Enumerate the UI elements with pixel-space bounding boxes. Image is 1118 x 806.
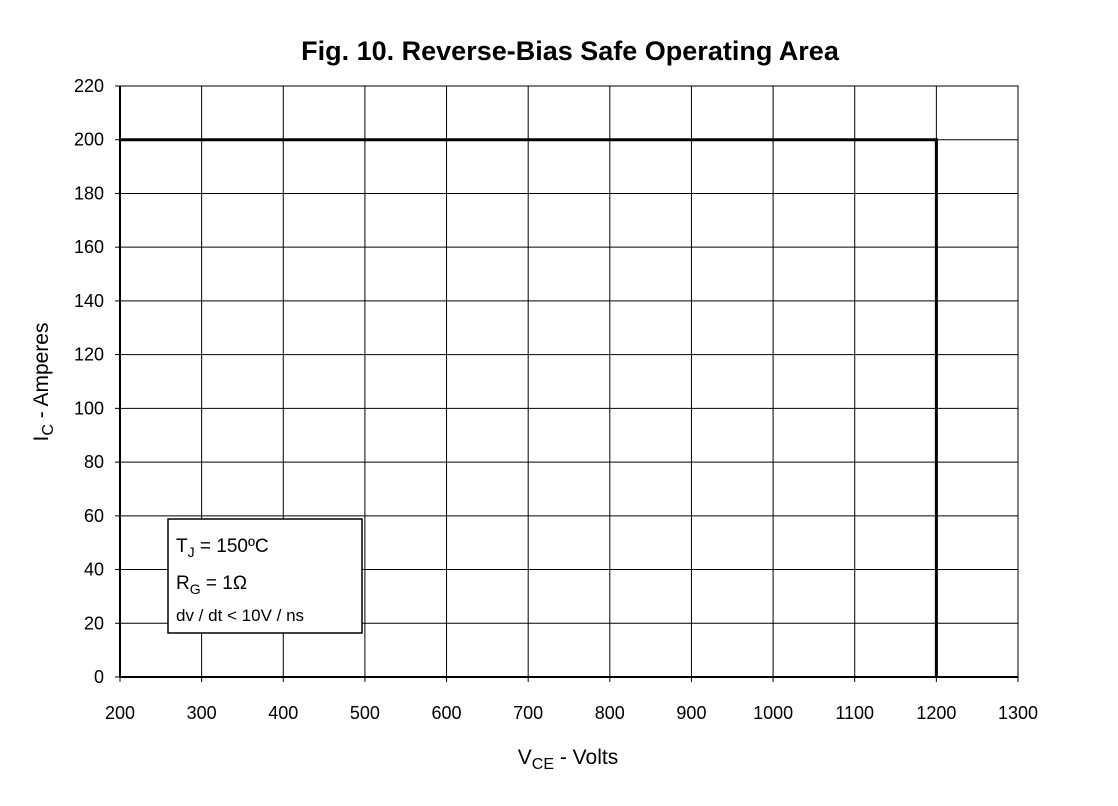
x-tick-label: 1100: [835, 703, 874, 723]
label-part: - Amperes: [30, 323, 53, 425]
data-line: [120, 138, 938, 677]
x-tick-label: 300: [187, 703, 217, 723]
y-tick-label: 200: [74, 130, 104, 150]
y-axis-label: IC - Amperes: [30, 323, 57, 442]
x-tick-label: 800: [595, 703, 625, 723]
annotation-line: dv / dt < 10V / ns: [176, 606, 304, 625]
annotation-box: [167, 518, 363, 634]
x-tick-label: 900: [676, 703, 706, 723]
y-tick-label: 80: [84, 452, 104, 472]
annotation-subscript: G: [190, 581, 201, 597]
x-tick-label: 200: [105, 703, 135, 723]
y-tick-label: 20: [84, 613, 104, 633]
label-subscript: CE: [532, 756, 554, 773]
label-part: V: [518, 746, 532, 769]
y-tick-label: 140: [74, 291, 104, 311]
annotation-part: = 150ºC: [195, 536, 269, 557]
annotation-subscript: J: [188, 544, 195, 560]
y-tick-label: 220: [74, 76, 104, 96]
x-axis-label: VCE - Volts: [518, 746, 618, 773]
y-tick-label: 0: [94, 667, 104, 687]
x-tick-label: 1000: [753, 703, 793, 723]
y-tick-label: 60: [84, 506, 104, 526]
label-subscript: C: [40, 424, 57, 436]
x-tick-label: 500: [350, 703, 380, 723]
y-tick-label: 120: [74, 345, 104, 365]
label-part: I: [30, 436, 53, 442]
x-tick-label: 400: [268, 703, 298, 723]
annotation-line: RG = 1Ω: [176, 573, 247, 597]
x-tick-label: 1300: [998, 703, 1038, 723]
annotation-part: T: [176, 536, 188, 557]
label-part: - Volts: [554, 746, 618, 769]
annotation-line: TJ = 150ºC: [176, 536, 269, 560]
y-tick-label: 180: [74, 183, 104, 203]
annotation-part: R: [176, 573, 190, 594]
annotation-part: dv / dt < 10V / ns: [176, 606, 304, 625]
y-tick-label: 160: [74, 237, 104, 257]
x-tick-label: 700: [513, 703, 543, 723]
chart-title: Fig. 10. Reverse-Bias Safe Operating Are…: [301, 36, 840, 66]
annotation-part: = 1Ω: [201, 573, 247, 594]
x-tick-label: 1200: [916, 703, 956, 723]
x-tick-label: 600: [432, 703, 462, 723]
y-tick-label: 40: [84, 560, 104, 580]
y-tick-label: 100: [74, 398, 104, 418]
